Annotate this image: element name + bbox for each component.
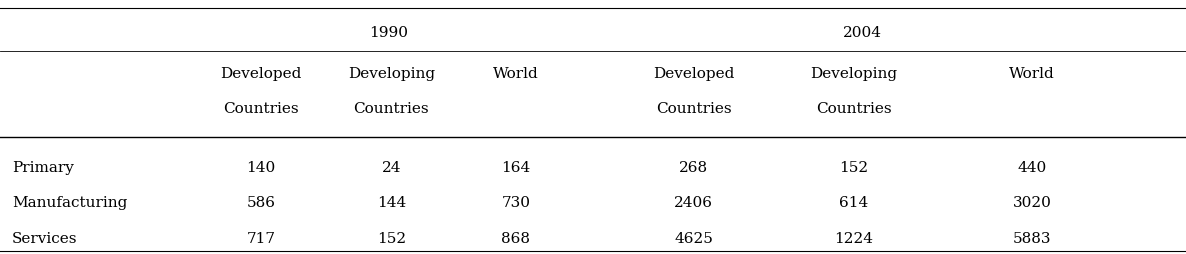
Text: Developing: Developing <box>810 67 898 81</box>
Text: 868: 868 <box>502 232 530 246</box>
Text: Services: Services <box>12 232 77 246</box>
Text: 3020: 3020 <box>1013 196 1051 210</box>
Text: 164: 164 <box>502 161 530 175</box>
Text: Developed: Developed <box>221 67 301 81</box>
Text: 140: 140 <box>247 161 275 175</box>
Text: 144: 144 <box>377 196 406 210</box>
Text: Developed: Developed <box>653 67 734 81</box>
Text: 2004: 2004 <box>843 26 882 40</box>
Text: 4625: 4625 <box>675 232 713 246</box>
Text: World: World <box>493 67 538 81</box>
Text: Countries: Countries <box>816 102 892 116</box>
Text: 152: 152 <box>840 161 868 175</box>
Text: Primary: Primary <box>12 161 74 175</box>
Text: 730: 730 <box>502 196 530 210</box>
Text: 152: 152 <box>377 232 406 246</box>
Text: 2406: 2406 <box>675 196 713 210</box>
Text: 5883: 5883 <box>1013 232 1051 246</box>
Text: 717: 717 <box>247 232 275 246</box>
Text: 586: 586 <box>247 196 275 210</box>
Text: 1224: 1224 <box>835 232 873 246</box>
Text: Developing: Developing <box>347 67 435 81</box>
Text: Countries: Countries <box>223 102 299 116</box>
Text: 1990: 1990 <box>369 26 408 40</box>
Text: 24: 24 <box>382 161 401 175</box>
Text: 440: 440 <box>1018 161 1046 175</box>
Text: Countries: Countries <box>353 102 429 116</box>
Text: Manufacturing: Manufacturing <box>12 196 127 210</box>
Text: 614: 614 <box>840 196 868 210</box>
Text: World: World <box>1009 67 1054 81</box>
Text: 268: 268 <box>680 161 708 175</box>
Text: Countries: Countries <box>656 102 732 116</box>
